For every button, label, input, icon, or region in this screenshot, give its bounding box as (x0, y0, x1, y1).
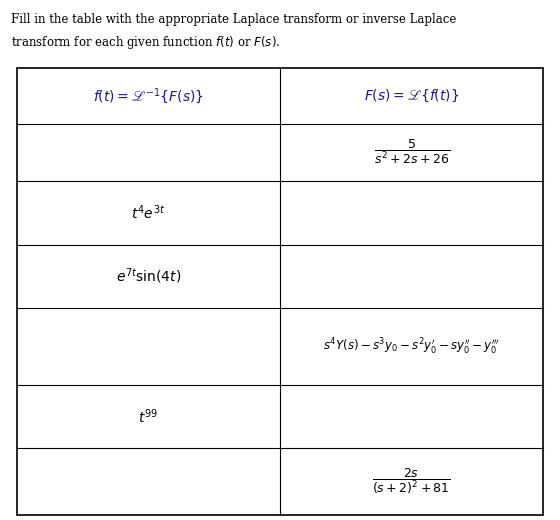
Text: $F(s) = \mathscr{L}\{f(t)\}$: $F(s) = \mathscr{L}\{f(t)\}$ (364, 88, 459, 104)
Text: $f(t) = \mathscr{L}^{-1}\{F(s)\}$: $f(t) = \mathscr{L}^{-1}\{F(s)\}$ (93, 86, 204, 106)
Text: $e^{7t}\sin(4t)$: $e^{7t}\sin(4t)$ (116, 267, 181, 286)
Text: $\dfrac{2s}{(s+2)^2+81}$: $\dfrac{2s}{(s+2)^2+81}$ (372, 467, 451, 496)
Text: transform for each given function $f(t)$ or $F(s)$.: transform for each given function $f(t)$… (11, 34, 281, 51)
Text: $t^{99}$: $t^{99}$ (138, 407, 158, 426)
Text: $t^4e^{3t}$: $t^4e^{3t}$ (131, 203, 166, 222)
FancyBboxPatch shape (17, 68, 543, 515)
Text: $s^4Y(s) - s^3y_0 - s^2y_0' - sy_0'' - y_0'''$: $s^4Y(s) - s^3y_0 - s^2y_0' - sy_0'' - y… (323, 336, 500, 357)
Text: Fill in the table with the appropriate Laplace transform or inverse Laplace: Fill in the table with the appropriate L… (11, 13, 456, 26)
Text: $\dfrac{5}{s^2+2s+26}$: $\dfrac{5}{s^2+2s+26}$ (374, 138, 450, 166)
